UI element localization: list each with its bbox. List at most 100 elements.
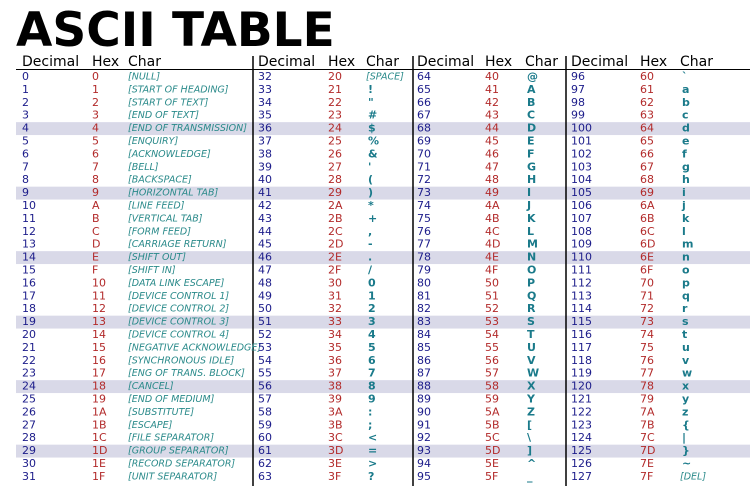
decimal: 51	[258, 315, 272, 328]
decimal: 62	[258, 457, 272, 470]
decimal: 8	[22, 173, 29, 186]
char: =	[368, 444, 377, 457]
decimal: 48	[258, 276, 272, 289]
char: [BELL]	[128, 162, 159, 173]
hex: 6B	[640, 212, 655, 225]
hex: 5B	[485, 418, 500, 431]
hex: 6	[92, 147, 99, 160]
hex: 23	[328, 109, 342, 122]
decimal: 22	[22, 354, 36, 367]
char: \	[527, 431, 532, 444]
char: k	[682, 212, 690, 225]
char: @	[527, 70, 538, 83]
char: (	[368, 173, 373, 186]
hex: 7C	[640, 431, 655, 444]
decimal: 126	[571, 457, 592, 470]
decimal: 79	[417, 264, 431, 277]
hex: 44	[485, 122, 499, 135]
hex: 71	[640, 289, 654, 302]
char: r	[682, 302, 688, 315]
hex: 66	[640, 147, 654, 160]
char: H	[527, 173, 536, 186]
hex: 5F	[485, 470, 498, 483]
decimal: 115	[571, 315, 592, 328]
hex: 55	[485, 341, 499, 354]
hex: 51	[485, 289, 499, 302]
decimal: 76	[417, 225, 431, 238]
decimal: 59	[258, 418, 272, 431]
char: f	[682, 147, 687, 160]
hex: 22	[328, 96, 342, 109]
hex: 19	[92, 393, 106, 406]
column-header: Decimal	[22, 54, 79, 70]
decimal: 120	[571, 380, 592, 393]
decimal: 67	[417, 109, 431, 122]
decimal: 65	[417, 83, 431, 96]
hex: 37	[328, 367, 342, 380]
hex: 59	[485, 393, 499, 406]
char: [SPACE]	[366, 72, 404, 83]
decimal: 38	[258, 147, 272, 160]
decimal: 10	[22, 199, 36, 212]
decimal: 43	[258, 212, 272, 225]
decimal: 124	[571, 431, 592, 444]
char: "	[368, 96, 374, 109]
char: .	[368, 251, 372, 264]
hex: 65	[640, 135, 654, 148]
decimal: 27	[22, 418, 36, 431]
hex: 0	[92, 70, 99, 83]
hex: 7	[92, 160, 99, 173]
hex: 43	[485, 109, 499, 122]
char: J	[526, 199, 531, 212]
hex: 74	[640, 328, 654, 341]
decimal: 11	[22, 212, 36, 225]
char: I	[527, 186, 531, 199]
hex: 18	[92, 380, 106, 393]
char: $	[368, 122, 376, 135]
char: [LINE FEED]	[128, 201, 185, 212]
decimal: 4	[22, 122, 29, 135]
char: [START OF TEXT]	[128, 97, 209, 108]
column-header: Hex	[92, 54, 119, 70]
decimal: 113	[571, 289, 592, 302]
hex: 7D	[640, 444, 655, 457]
char: F	[527, 147, 535, 160]
char: ]	[527, 444, 532, 457]
hex: 3C	[328, 431, 343, 444]
decimal: 78	[417, 251, 431, 264]
char: [CANCEL]	[128, 381, 174, 392]
decimal: 111	[571, 264, 592, 277]
hex: 4F	[485, 264, 498, 277]
hex: 14	[92, 328, 106, 341]
decimal: 112	[571, 276, 592, 289]
decimal: 20	[22, 328, 36, 341]
char: -	[368, 238, 373, 251]
char: {	[682, 418, 690, 431]
char: Z	[527, 405, 535, 418]
hex: 35	[328, 341, 342, 354]
decimal: 98	[571, 96, 585, 109]
char: [	[527, 418, 532, 431]
hex: 78	[640, 380, 654, 393]
char: &	[368, 147, 378, 160]
char: t	[682, 328, 687, 341]
decimal: 60	[258, 431, 272, 444]
hex: 7E	[640, 457, 654, 470]
char: [DEVICE CONTROL 4]	[128, 330, 229, 341]
decimal: 73	[417, 186, 431, 199]
char: ?	[368, 470, 374, 483]
decimal: 77	[417, 238, 431, 251]
char: [SHIFT IN]	[128, 265, 176, 276]
hex: 40	[485, 70, 499, 83]
char: E	[527, 135, 535, 148]
hex: C	[92, 225, 100, 238]
char: K	[527, 212, 536, 225]
hex: 17	[92, 367, 106, 380]
decimal: 39	[258, 160, 272, 173]
char: [BACKSPACE]	[128, 175, 192, 186]
hex: 48	[485, 173, 499, 186]
char: P	[527, 276, 535, 289]
char: [UNIT SEPARATOR]	[128, 471, 217, 482]
char: Y	[526, 393, 536, 406]
hex: 3A	[328, 405, 343, 418]
